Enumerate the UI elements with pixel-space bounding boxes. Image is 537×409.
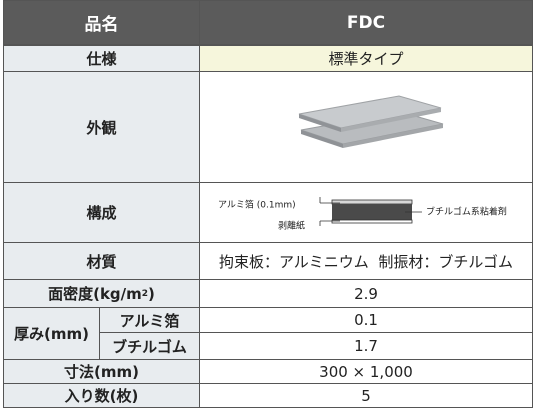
row-label: 材質	[3, 242, 200, 280]
label-text: 面密度(kg/m	[48, 285, 142, 303]
row-label: 入り数(枚)	[3, 383, 200, 408]
header-value: FDC	[199, 0, 533, 45]
label-tail: )	[148, 284, 155, 303]
row-value: 2.9	[199, 279, 533, 308]
row-value: 1.7	[199, 332, 533, 360]
panels-illustration	[298, 95, 444, 148]
label-bottom: 剥離紙	[278, 220, 305, 232]
row-value: 300 × 1,000	[199, 359, 533, 384]
layer-diagram: アルミ箔 (0.1mm) 剥離紙 ブチルゴム系粘着剤	[218, 197, 507, 232]
row-label: 寸法(mm)	[3, 359, 200, 384]
row-label: 仕様	[3, 45, 200, 72]
structure-diagram: アルミ箔 (0.1mm) 剥離紙 ブチルゴム系粘着剤	[199, 182, 533, 243]
label-top: アルミ箔 (0.1mm)	[218, 199, 296, 211]
row-label: 厚み(mm)	[3, 307, 100, 360]
label-right: ブチルゴム系粘着剤	[426, 206, 507, 218]
header-label: 品名	[3, 0, 200, 45]
row-label: 面密度(kg/m 2)	[3, 279, 200, 308]
row-label: 構成	[3, 182, 200, 243]
label-sup: 2	[141, 288, 149, 299]
appearance-image	[199, 71, 533, 183]
sub-label: ブチルゴム	[99, 332, 200, 360]
row-label: 外観	[3, 71, 200, 183]
row-value: 拘束板：アルミニウム 制振材：ブチルゴム	[199, 242, 533, 280]
row-value: 標準タイプ	[199, 45, 533, 72]
row-value: 5	[199, 383, 533, 408]
sub-label: アルミ箔	[99, 307, 200, 333]
row-value: 0.1	[199, 307, 533, 333]
